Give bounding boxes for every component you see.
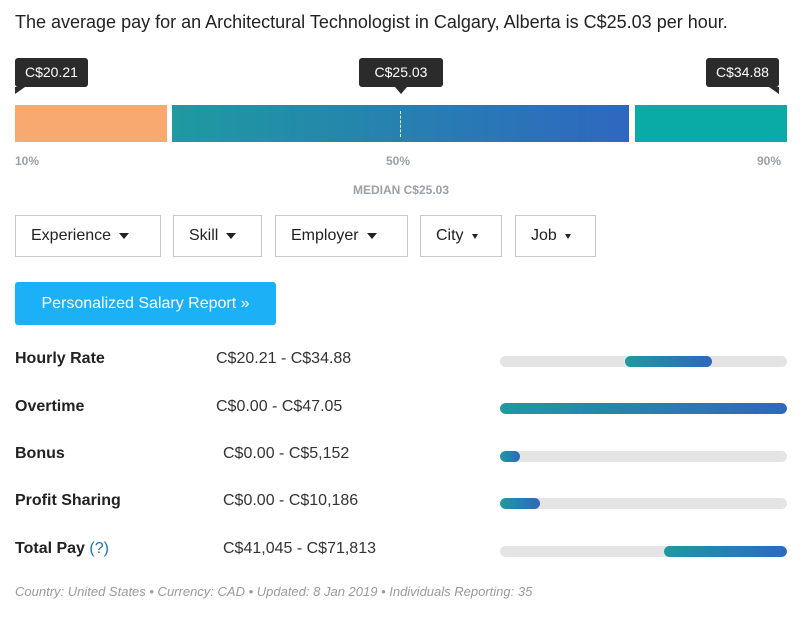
profit-sharing-label: Profit Sharing	[15, 492, 121, 509]
employer-dropdown[interactable]: Employer	[275, 215, 408, 257]
caret-down-icon	[366, 233, 377, 239]
bonus-fill	[500, 451, 521, 462]
caret-down-icon	[564, 233, 571, 239]
help-question-mark[interactable]: ?	[94, 540, 104, 557]
median-label: MEDIAN C$25.03	[352, 183, 450, 197]
city-dropdown[interactable]: City	[420, 215, 502, 257]
skill-dropdown[interactable]: Skill	[173, 215, 262, 257]
job-dropdown[interactable]: Job	[515, 215, 596, 257]
hourly-rate-track	[500, 356, 787, 367]
hourly-rate-range: C$20.21 - C$34.88	[216, 350, 352, 367]
bonus-label: Bonus	[15, 445, 65, 462]
percentile-10-tooltip: C$20.21	[15, 58, 88, 94]
total-pay-range: C$41,045 - C$71,813	[223, 540, 376, 557]
skill-dropdown-label: Skill	[189, 227, 219, 244]
hourly-rate-fill	[624, 356, 713, 367]
percentile-90-tooltip: C$34.88	[706, 58, 779, 94]
percentile-10-label: 10%	[15, 154, 40, 168]
hourly-rate-label: Hourly Rate	[15, 350, 105, 367]
bonus-track	[500, 451, 787, 462]
bonus-range: C$0.00 - C$5,152	[223, 445, 350, 462]
median-marker-line	[400, 111, 401, 137]
total-pay-fill	[663, 546, 787, 557]
experience-dropdown[interactable]: Experience	[15, 215, 161, 257]
pay-range-low-segment	[15, 105, 167, 142]
pay-range-high-segment	[635, 105, 787, 142]
total-pay-row-label: Total Pay (?)	[15, 540, 109, 558]
personalized-salary-report-button[interactable]: Personalized Salary Report »	[15, 282, 276, 325]
report-footer: Country: United States • Currency: CAD •…	[15, 584, 533, 599]
profit-sharing-fill	[500, 498, 541, 509]
overtime-range: C$0.00 - C$47.05	[216, 398, 343, 415]
profit-sharing-range: C$0.00 - C$10,186	[223, 492, 359, 509]
city-dropdown-label: City	[436, 227, 464, 244]
percentile-90-label: 90%	[757, 154, 782, 168]
profit-sharing-track	[500, 498, 787, 509]
caret-down-icon	[119, 233, 130, 239]
caret-down-icon	[471, 233, 478, 239]
overtime-track	[500, 403, 787, 414]
job-dropdown-label: Job	[531, 227, 557, 244]
caret-down-icon	[226, 233, 237, 239]
page-headline: The average pay for an Architectural Tec…	[15, 12, 728, 32]
median-tooltip: C$25.03	[359, 58, 443, 94]
overtime-label: Overtime	[15, 398, 85, 415]
overtime-fill	[500, 403, 787, 414]
experience-dropdown-label: Experience	[31, 227, 112, 244]
help-link[interactable]: (?)	[89, 540, 109, 557]
total-pay-track	[500, 546, 787, 557]
employer-dropdown-label: Employer	[291, 227, 359, 244]
total-pay-label: Total Pay	[15, 540, 85, 557]
percentile-50-label: 50%	[386, 154, 411, 168]
